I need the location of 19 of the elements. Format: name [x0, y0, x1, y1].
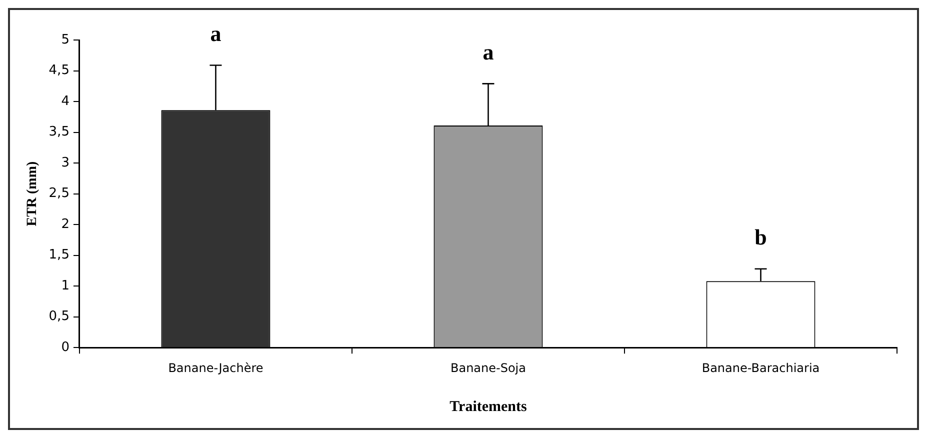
y-tick-label: 2 — [61, 216, 70, 232]
x-tick-label: Banane-Barachiaria — [702, 360, 820, 375]
annotation: a — [482, 39, 494, 64]
annotation: a — [210, 20, 222, 46]
y-tick-label: 1,5 — [48, 248, 70, 263]
x-axis-title: Traitements — [450, 398, 527, 415]
x-tick-label: Banane-Jachère — [168, 360, 264, 375]
y-tick-label: 4 — [61, 94, 70, 109]
y-tick-label: 4,5 — [48, 63, 70, 78]
y-tick-label: 1 — [61, 278, 70, 294]
x-tick-label: Banane-Soja — [450, 360, 526, 375]
annotation: b — [754, 224, 767, 250]
y-tick-label: 3,5 — [48, 124, 70, 140]
y-tick-label: 0,5 — [48, 309, 70, 324]
y-tick-label: 3 — [61, 155, 70, 170]
y-tick-label: 0 — [61, 340, 70, 355]
y-axis-title: ETR (mm) — [25, 160, 40, 226]
y-tick-label: 2,5 — [48, 186, 70, 202]
y-tick-label: 5 — [61, 32, 70, 48]
